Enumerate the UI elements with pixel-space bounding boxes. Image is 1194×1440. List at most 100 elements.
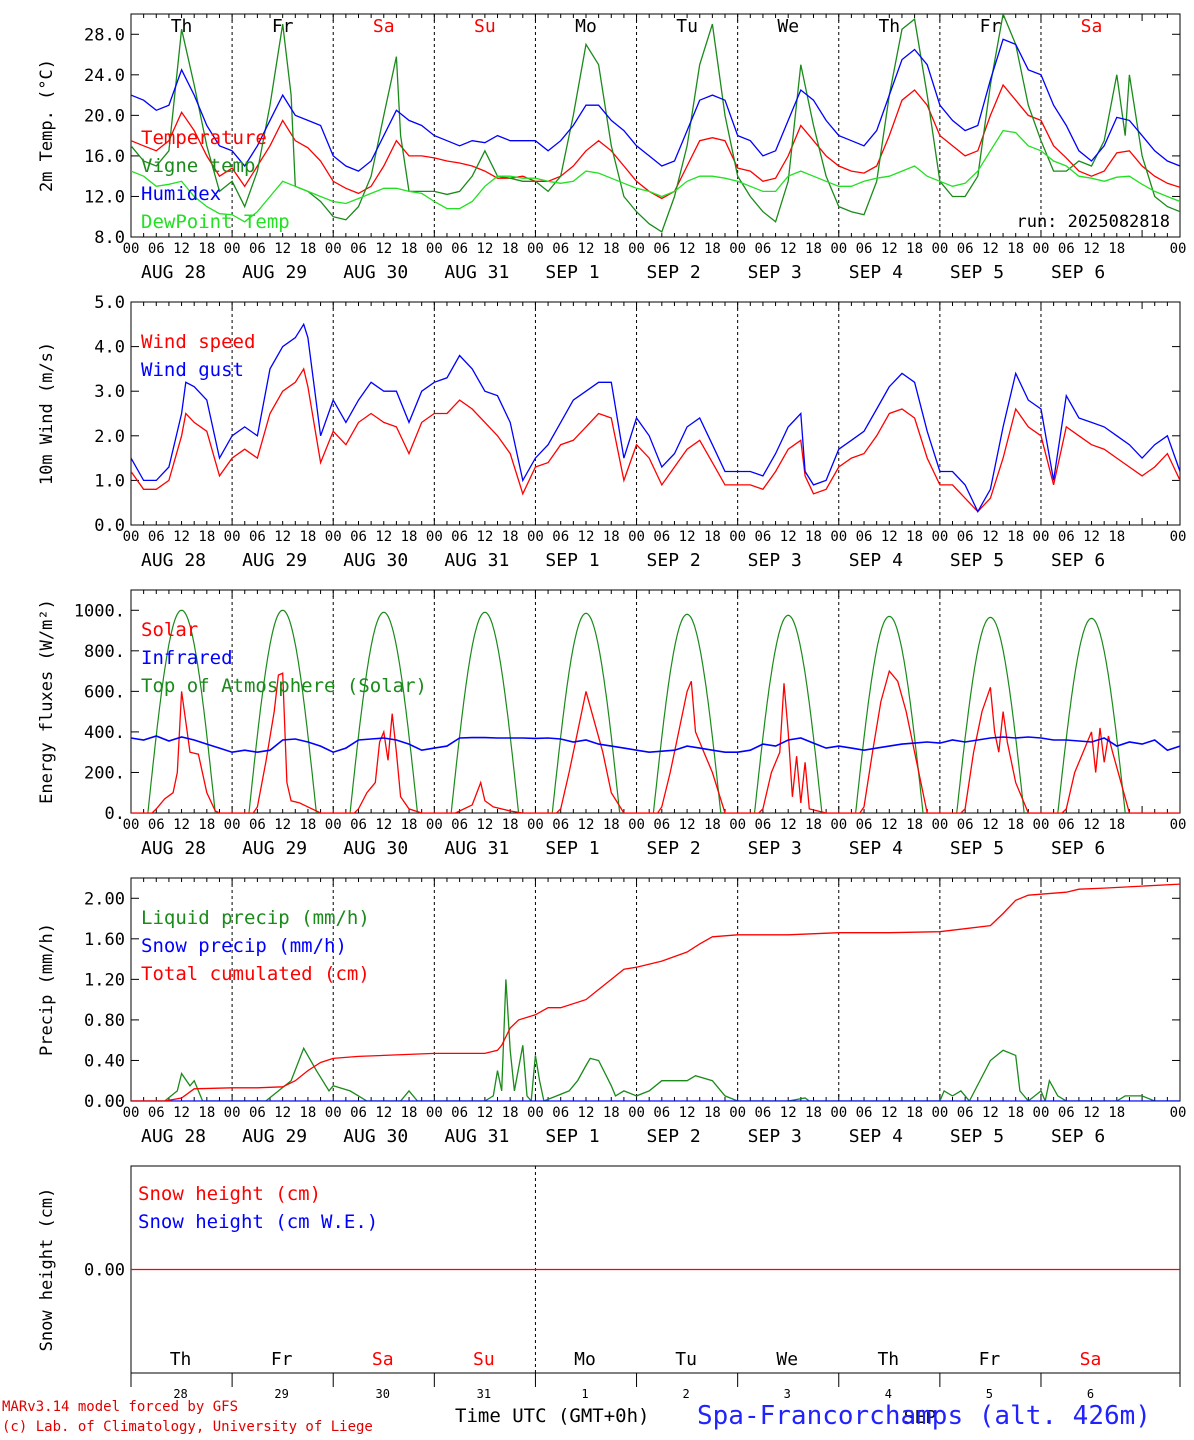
panel-5 — [130, 1165, 1181, 1374]
hour-tick-label: 18 — [1007, 241, 1024, 257]
legend-entry: Vigne temp — [141, 155, 255, 177]
series-humidex — [131, 38, 1180, 172]
hour-tick-label: 12 — [274, 1105, 291, 1121]
hour-tick-label: 00 — [527, 529, 544, 545]
legend-entry: Wind speed — [141, 331, 255, 353]
y-tick-label: 12.0 — [84, 187, 125, 207]
date-label: AUG 31 — [444, 838, 509, 859]
model-credit: MARv3.14 model forced by GFS — [2, 1399, 239, 1415]
date-label: AUG 30 — [343, 262, 408, 283]
hour-tick-label: 00 — [1170, 241, 1187, 257]
y-tick-label: 2.00 — [84, 889, 125, 909]
hour-tick-label: 00 — [426, 817, 443, 833]
hour-tick-label: 12 — [982, 529, 999, 545]
series-top-of-atmosphere-solar — [147, 609, 216, 813]
hour-tick-label: 00 — [123, 817, 140, 833]
hour-tick-label: 00 — [224, 529, 241, 545]
y-tick-label: 600. — [84, 682, 125, 702]
y-tick-label: 0.40 — [84, 1051, 125, 1071]
hour-tick-label: 18 — [805, 1105, 822, 1121]
hour-tick-label: 06 — [249, 817, 266, 833]
hour-tick-label: 00 — [1033, 529, 1050, 545]
hour-tick-label: 18 — [704, 817, 721, 833]
legend-entry: Humidex — [141, 183, 221, 205]
y-tick-label: 20.0 — [84, 106, 125, 126]
hour-tick-label: 06 — [1058, 241, 1075, 257]
y-tick-label: 1.20 — [84, 970, 125, 990]
weekday-label: Su — [474, 16, 496, 37]
hour-tick-label: 00 — [224, 1105, 241, 1121]
y-tick-label: 16.0 — [84, 147, 125, 167]
hour-tick-label: 06 — [350, 241, 367, 257]
hour-tick-label: 12 — [173, 1105, 190, 1121]
hour-tick-label: 18 — [603, 817, 620, 833]
panel-frame — [130, 301, 1181, 526]
hour-tick-label: 18 — [198, 1105, 215, 1121]
panel-frame — [130, 589, 1181, 814]
date-label: AUG 31 — [444, 550, 509, 571]
panel-3 — [130, 589, 1181, 814]
y-tick-label: 1.60 — [84, 930, 125, 950]
hour-tick-label: 00 — [123, 241, 140, 257]
series-total-cumulated-cm — [131, 883, 1180, 1101]
hour-tick-label: 12 — [578, 241, 595, 257]
hour-tick-label: 06 — [451, 529, 468, 545]
date-label: SEP 5 — [950, 838, 1004, 859]
hour-tick-label: 00 — [931, 241, 948, 257]
series-top-of-atmosphere-solar — [855, 615, 924, 813]
hour-tick-label: 12 — [274, 529, 291, 545]
hour-tick-label: 18 — [1108, 817, 1125, 833]
hour-tick-label: 18 — [300, 1105, 317, 1121]
hour-tick-label: 06 — [957, 529, 974, 545]
hour-tick-label: 06 — [148, 1105, 165, 1121]
hour-tick-label: 00 — [1170, 529, 1187, 545]
series-top-of-atmosphere-solar — [753, 614, 823, 813]
series-vigne-temp — [131, 14, 1180, 233]
date-label: SEP 2 — [647, 1126, 701, 1147]
hour-tick-label: 06 — [856, 241, 873, 257]
date-label: SEP 2 — [647, 838, 701, 859]
hour-tick-label: 06 — [451, 817, 468, 833]
hour-tick-label: 18 — [1007, 817, 1024, 833]
hour-tick-label: 18 — [603, 1105, 620, 1121]
weekday-label: Mo — [574, 1349, 596, 1370]
location-title: Spa-Francorchamps (alt. 426m) — [697, 1401, 1151, 1431]
y-tick-label: 8.0 — [94, 228, 125, 248]
y-axis-label: Precip (mm/h) — [37, 923, 57, 1056]
date-label: SEP 3 — [748, 1126, 802, 1147]
hour-tick-label: 06 — [249, 1105, 266, 1121]
y-tick-label: 0.0 — [94, 516, 125, 536]
legend-entry: Wind gust — [141, 359, 244, 381]
date-label: SEP 1 — [545, 838, 599, 859]
series-wind-gust — [131, 322, 1180, 514]
y-axis-label: Energy fluxes (W/m²) — [37, 599, 57, 804]
hour-tick-label: 00 — [729, 1105, 746, 1121]
weekday-label: Fr — [272, 16, 294, 37]
weekday-label: Fr — [271, 1349, 293, 1370]
day-number: 30 — [376, 1387, 390, 1401]
hour-tick-label: 12 — [679, 1105, 696, 1121]
hour-tick-label: 00 — [628, 241, 645, 257]
hour-tick-label: 12 — [881, 1105, 898, 1121]
hour-tick-label: 00 — [1170, 817, 1187, 833]
day-number: 2 — [682, 1387, 689, 1401]
date-label: SEP 3 — [748, 550, 802, 571]
date-label: SEP 6 — [1051, 838, 1105, 859]
hour-tick-label: 12 — [1083, 1105, 1100, 1121]
series-top-of-atmosphere-solar — [551, 612, 621, 813]
hour-tick-label: 12 — [476, 817, 493, 833]
date-label: AUG 31 — [444, 1126, 509, 1147]
hour-tick-label: 18 — [1108, 1105, 1125, 1121]
weekday-label: Mo — [575, 16, 597, 37]
date-label: SEP 4 — [849, 550, 903, 571]
y-tick-label: 24.0 — [84, 66, 125, 86]
date-label: AUG 29 — [242, 838, 307, 859]
legend-entry: DewPoint Temp — [141, 211, 290, 233]
date-label: AUG 28 — [141, 838, 206, 859]
hour-tick-label: 00 — [628, 529, 645, 545]
y-tick-label: 0.80 — [84, 1011, 125, 1031]
hour-tick-label: 06 — [653, 817, 670, 833]
hour-tick-label: 12 — [578, 1105, 595, 1121]
hour-tick-label: 12 — [173, 241, 190, 257]
